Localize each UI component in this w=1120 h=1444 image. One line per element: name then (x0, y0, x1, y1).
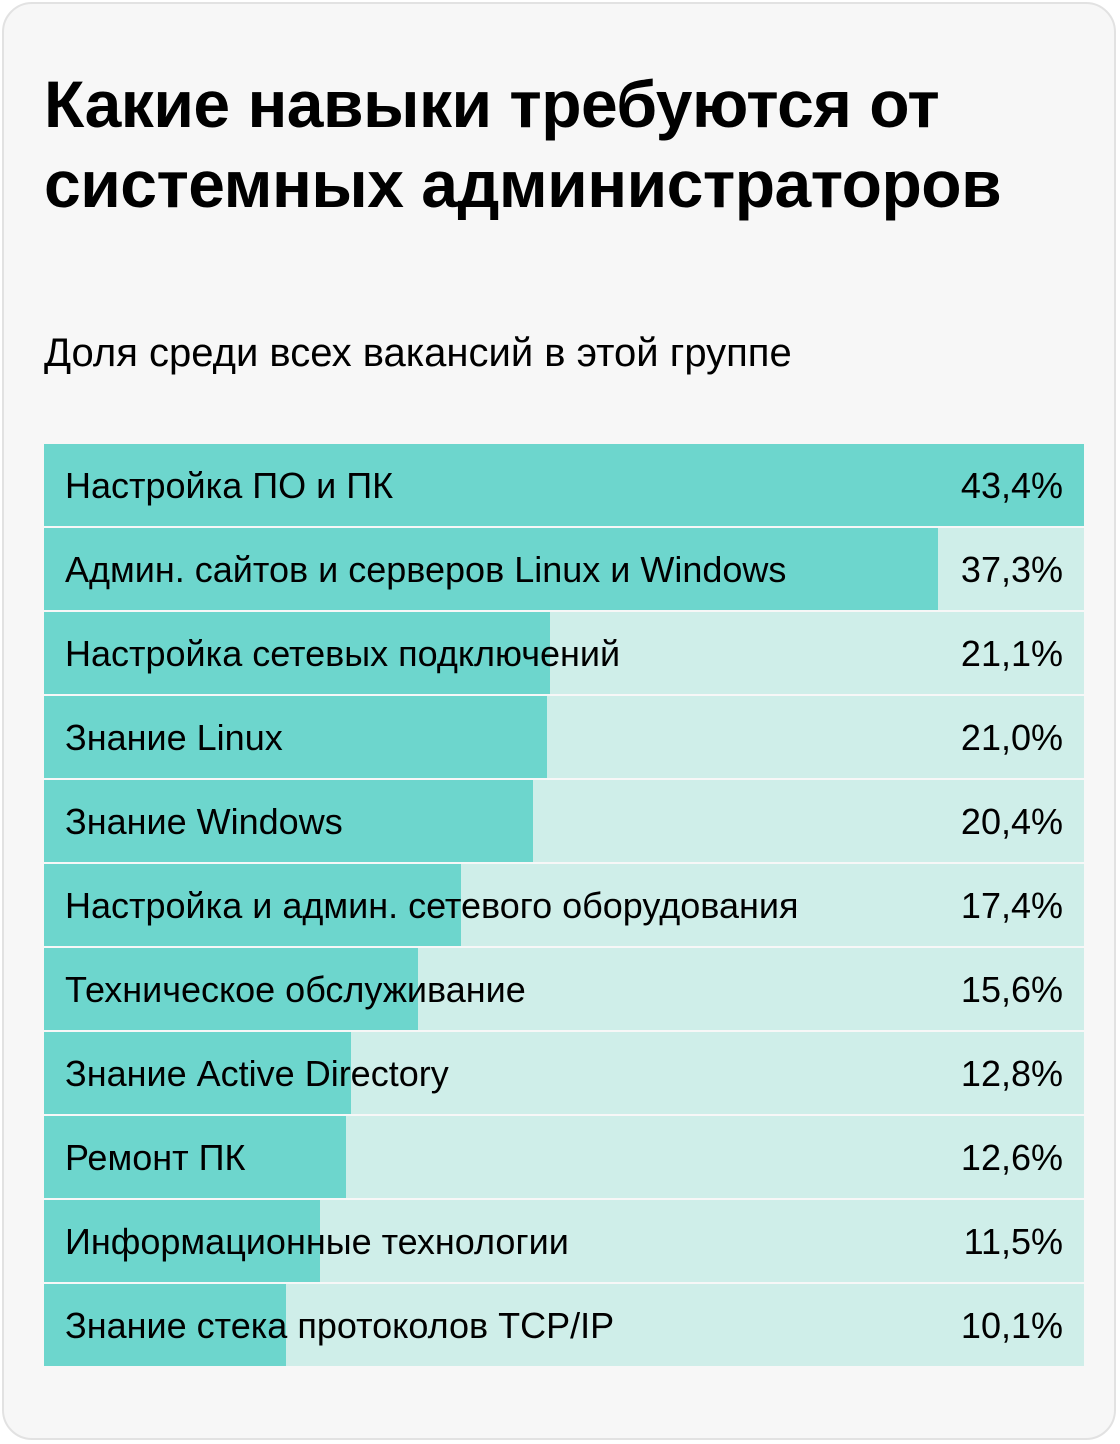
bar-row: Знание Linux 21,0% (44, 696, 1084, 778)
bar-value-label: 17,4% (960, 885, 1063, 926)
bar-value-label: 20,4% (960, 801, 1063, 842)
bar-label: Знание стека протоколов TCP/IP (65, 1305, 615, 1346)
bar (44, 696, 547, 778)
bar-value-label: 43,4% (960, 465, 1063, 506)
bar-label: Информационные технологии (65, 1221, 569, 1262)
bar-label: Знание Active Directory (65, 1053, 449, 1094)
bar-value-label: 12,6% (960, 1137, 1063, 1178)
bar (44, 864, 461, 946)
bar-label: Ремонт ПК (65, 1137, 246, 1178)
bar (44, 1116, 346, 1198)
bar-label: Админ. сайтов и серверов Linux и Windows (65, 549, 787, 590)
chart-title: Какие навыки требуются от системных адми… (44, 67, 1002, 221)
bar-label: Знание Linux (65, 717, 283, 758)
bar-row: Техническое обслуживание 15,6% (44, 948, 1084, 1030)
bar-row: Админ. сайтов и серверов Linux и Windows… (44, 528, 1084, 610)
bar-label: Настройка ПО и ПК (65, 465, 394, 506)
bar (44, 780, 533, 862)
bar (44, 528, 938, 610)
bar (44, 612, 550, 694)
bar-row: Настройка сетевых подключений 21,1% (44, 612, 1084, 694)
bar-row: Настройка ПО и ПК 43,4% (44, 444, 1084, 526)
bar-value-label: 15,6% (960, 969, 1063, 1010)
bar-row: Знание стека протоколов TCP/IP 10,1% (44, 1284, 1084, 1366)
bar (44, 948, 418, 1030)
bar (44, 1284, 286, 1366)
bar-row: Ремонт ПК 12,6% (44, 1116, 1084, 1198)
bar-value-label: 21,1% (960, 633, 1063, 674)
bar-value-label: 11,5% (963, 1221, 1063, 1262)
bar-row: Настройка и админ. сетевого оборудования… (44, 864, 1084, 946)
bar (44, 1032, 351, 1114)
bar (44, 444, 1084, 526)
bar (44, 1200, 320, 1282)
bar-label: Настройка и админ. сетевого оборудования (65, 885, 799, 926)
bar-label: Настройка сетевых подключений (65, 633, 621, 674)
bar-value-label: 10,1% (960, 1305, 1063, 1346)
bar-chart: Настройка ПО и ПК 43,4% Админ. сайтов и се… (44, 444, 1084, 1368)
bar-value-label: 21,0% (960, 717, 1063, 758)
chart-subtitle: Доля среди всех вакансий в этой группе (44, 331, 792, 375)
bar-row: Знание Windows 20,4% (44, 780, 1084, 862)
bar-value-label: 37,3% (960, 549, 1063, 590)
bar-value-label: 12,8% (960, 1053, 1063, 1094)
bar-label: Техническое обслуживание (65, 969, 526, 1010)
bar-row: Знание Active Directory 12,8% (44, 1032, 1084, 1114)
bar-row: Информационные технологии 11,5% (44, 1200, 1084, 1282)
bar-label: Знание Windows (65, 801, 343, 842)
